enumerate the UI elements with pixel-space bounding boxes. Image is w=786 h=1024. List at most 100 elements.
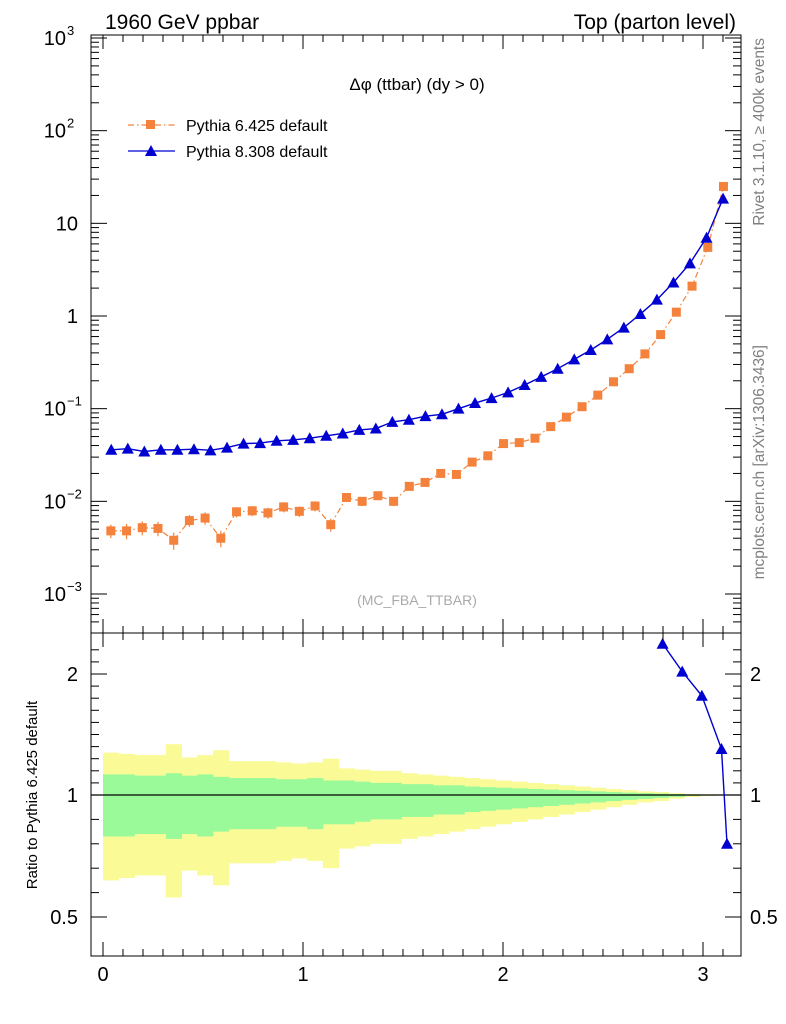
pythia8-point [419, 410, 432, 422]
pythia6-line [110, 186, 725, 542]
main-y-tick-exponent: −3 [67, 579, 82, 594]
pythia8-point [320, 429, 333, 441]
ratio-band-inner [228, 778, 245, 830]
pythia8-point [717, 192, 730, 204]
pythia8-point [617, 321, 630, 333]
pythia6-point [373, 491, 383, 501]
pythia6-point [326, 520, 336, 530]
pythia6-point [247, 506, 257, 516]
pythia6-point [232, 507, 242, 517]
main-y-tick-label: 10 [44, 491, 66, 513]
ratio-band-inner [370, 782, 387, 820]
pythia6-point [122, 526, 132, 536]
ratio-band-inner [558, 790, 575, 805]
pythia6-point [718, 181, 728, 191]
pythia6-point [483, 451, 493, 461]
pythia6-point [404, 481, 414, 491]
main-y-tick-exponent: −2 [67, 486, 82, 501]
ratio-band-inner [307, 778, 324, 830]
main-y-tick-label: 10 [44, 399, 66, 421]
ratio-band-inner [165, 773, 183, 839]
pythia6-point [294, 506, 304, 516]
pythia8-point [154, 443, 167, 455]
ratio-uncertainty-bands [103, 744, 732, 898]
legend-label-pythia6: Pythia 6.425 default [186, 118, 328, 135]
pythia6-point [671, 307, 681, 317]
plot-title: Δφ (ttbar) (dy > 0) [349, 75, 484, 94]
legend-marker-square [146, 120, 155, 129]
pythia6-point [656, 330, 666, 340]
ratio-band-inner [338, 780, 355, 825]
pythia8-point [353, 423, 366, 435]
legend: Pythia 6.425 default Pythia 8.308 defaul… [128, 118, 328, 161]
ratio-band-inner [291, 779, 308, 827]
ratio-band-inner [103, 774, 120, 837]
pythia8-point [386, 415, 399, 427]
ratio-band-inner [495, 787, 512, 810]
pythia6-point [310, 501, 320, 511]
ratio-band-inner [574, 790, 591, 804]
main-y-tick-label: 1 [67, 306, 78, 328]
ratio-band-inner [260, 778, 277, 830]
pythia8-point [369, 422, 382, 434]
main-y-tick-exponent: 3 [67, 23, 74, 38]
ratio-band-inner [589, 791, 607, 803]
pythia8-point [105, 443, 118, 455]
pythia8-point [187, 443, 200, 455]
main-y-tick-label: 10 [56, 213, 78, 235]
ratio-band-inner [464, 786, 481, 813]
pythia8-point [683, 257, 696, 269]
pythia6-point [153, 523, 163, 533]
ratio-y-tick-label-right: 2 [750, 664, 761, 686]
legend-label-pythia8: Pythia 8.308 default [186, 144, 328, 161]
pythia6-point [577, 402, 587, 412]
pythia6-point [200, 513, 210, 523]
pythia8-point [518, 379, 531, 391]
ratio-pythia8-line [662, 643, 728, 844]
pythia8-point [336, 427, 349, 439]
pythia6-point [137, 523, 147, 533]
rivet-label: Rivet 3.1.10, ≥ 400k events [751, 38, 768, 226]
pythia6-point [279, 502, 289, 512]
x-tick-label: 0 [97, 964, 108, 986]
ratio-y-axis-label: Ratio to Pythia 6.425 default [24, 700, 41, 889]
ratio-series-pythia8 [656, 637, 733, 849]
pythia8-point [287, 433, 300, 445]
pythia6-point [703, 242, 713, 252]
ratio-y-tick-label: 1 [67, 785, 78, 807]
ratio-pythia8-point [695, 689, 708, 701]
ratio-pythia8-point [656, 637, 669, 649]
pythia8-point [138, 445, 151, 457]
x-tick-label: 1 [297, 964, 308, 986]
pythia6-point [389, 496, 399, 506]
pythia6-point [216, 533, 226, 543]
pythia8-point [171, 443, 184, 455]
pythia6-point [341, 492, 351, 502]
header-energy-label: 1960 GeV ppbar [105, 11, 259, 34]
pythia8-point [270, 434, 283, 446]
ratio-band-inner [150, 775, 167, 835]
pythia8-point [303, 432, 316, 444]
pythia6-point [106, 526, 116, 536]
pythia8-point [535, 370, 548, 382]
ratio-band-inner [652, 793, 669, 798]
ratio-pythia8-point [721, 837, 733, 849]
header-process-label: Top (parton level) [574, 11, 736, 34]
pythia8-point [237, 437, 250, 449]
ratio-band-inner [322, 780, 340, 825]
pythia6-point [609, 377, 619, 387]
ratio-band-inner [511, 788, 528, 809]
pythia8-point [650, 293, 663, 305]
main-y-tick-label: 10 [44, 121, 66, 143]
pythia6-point [624, 364, 634, 374]
ratio-band-inner [134, 775, 151, 835]
pythia8-point [435, 408, 448, 420]
pythia8-point [254, 437, 267, 449]
pythia8-point [204, 444, 217, 456]
ratio-band-inner [417, 784, 434, 817]
x-tick-label: 3 [697, 964, 708, 986]
pythia6-point [514, 438, 524, 448]
